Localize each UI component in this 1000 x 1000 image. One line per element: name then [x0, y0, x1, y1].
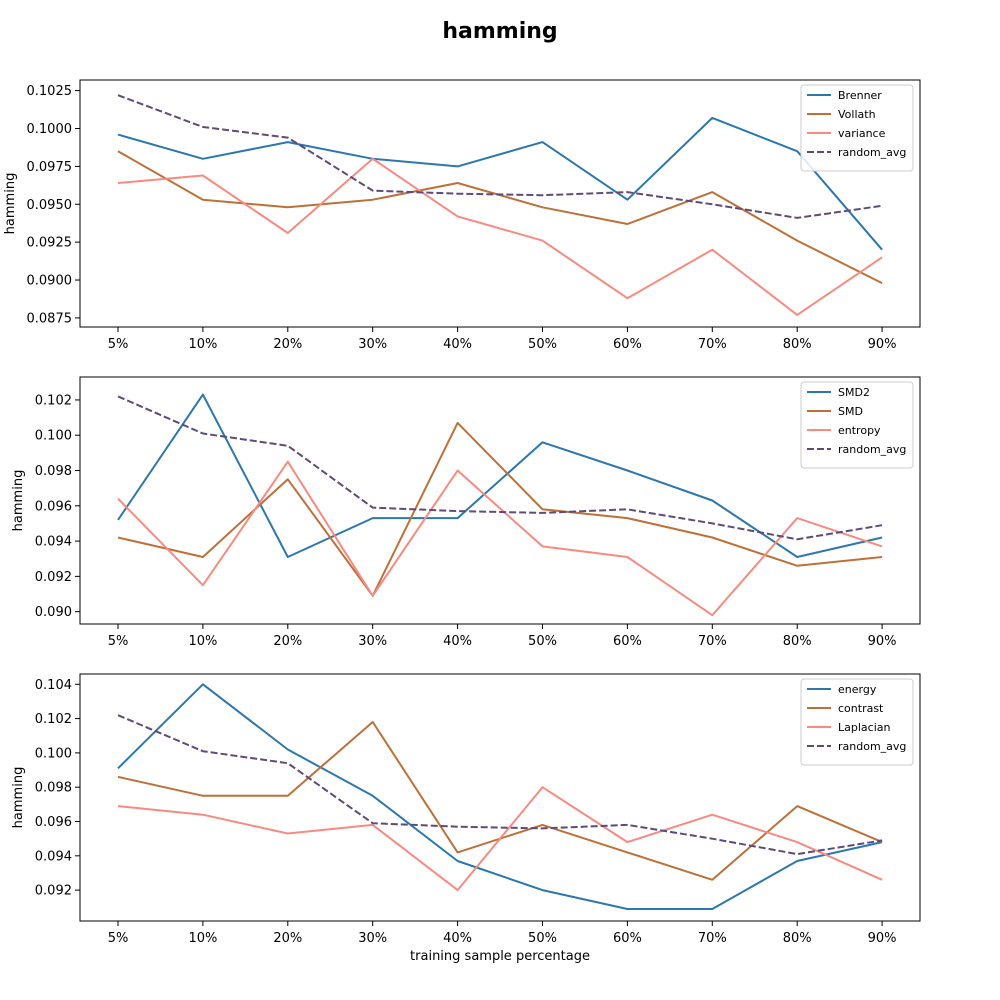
x-tick-label: 40%	[443, 931, 472, 946]
x-tick-label: 50%	[528, 931, 557, 946]
x-tick-label: 70%	[698, 337, 727, 352]
x-tick-label: 40%	[443, 634, 472, 649]
x-tick-label: 60%	[613, 337, 642, 352]
y-tick-label: 0.1025	[27, 84, 73, 99]
y-tick-label: 0.0875	[27, 311, 73, 326]
x-tick-label: 90%	[868, 931, 897, 946]
axes-frame	[79, 376, 921, 625]
x-tick-label: 60%	[613, 634, 642, 649]
legend: Brenner Vollath variance random_avg	[800, 84, 914, 172]
legend-label: contrast	[838, 702, 884, 715]
legend: energy contrast Laplacian random_avg	[800, 678, 914, 766]
y-tick-label: 0.098	[35, 781, 72, 796]
y-tick-label: 0.094	[35, 535, 72, 550]
series-line-random-avg	[117, 714, 883, 856]
x-tick-label: 60%	[613, 931, 642, 946]
x-tick-label: 20%	[273, 931, 302, 946]
subplot-1: 0.0875 0.0900 0.0925 0.0950 0.0975 0.1000 0.10…	[3, 79, 921, 352]
series-line-contrast	[117, 721, 883, 881]
legend-label: SMD	[838, 405, 863, 418]
x-tick-label: 80%	[783, 634, 812, 649]
legend-label: random_avg	[838, 443, 906, 456]
legend-label: Laplacian	[838, 721, 890, 734]
y-tick-label: 0.0975	[27, 160, 73, 175]
y-tick-label: 0.094	[35, 849, 72, 864]
subplot-2: 0.090 0.092 0.094 0.096 0.098 0.100 0.102 5% 10%…	[11, 376, 921, 649]
x-tick-label: 50%	[528, 337, 557, 352]
y-axis-label: hamming	[3, 173, 18, 235]
y-tick-label: 0.1000	[27, 122, 73, 137]
series-line-laplacian	[117, 786, 883, 892]
series-line-random-avg	[117, 94, 883, 219]
axes-frame	[79, 79, 921, 328]
x-axis-label: training sample percentage	[410, 949, 590, 964]
x-tick-label: 90%	[868, 634, 897, 649]
x-tick-label: 5%	[108, 337, 129, 352]
series-line-random-avg	[117, 395, 883, 541]
legend-label: variance	[838, 127, 886, 140]
legend-label: energy	[838, 683, 877, 696]
x-tick-label: 30%	[358, 931, 387, 946]
legend-label: Brenner	[838, 89, 882, 102]
x-tick-label: 70%	[698, 634, 727, 649]
y-tick-label: 0.096	[35, 815, 72, 830]
y-tick-label: 0.100	[35, 429, 72, 444]
x-tick-label: 30%	[358, 337, 387, 352]
x-tick-label: 20%	[273, 634, 302, 649]
y-tick-label: 0.102	[35, 712, 72, 727]
axes-frame	[79, 673, 921, 922]
legend-label: random_avg	[838, 740, 906, 753]
x-tick-label: 50%	[528, 634, 557, 649]
legend-label: SMD2	[838, 386, 870, 399]
series-line-smd2	[117, 393, 883, 558]
legend: SMD2 SMD entropy random_avg	[800, 381, 914, 469]
x-tick-label: 80%	[783, 931, 812, 946]
y-tick-label: 0.104	[35, 678, 72, 693]
legend-label: entropy	[838, 424, 881, 437]
y-tick-label: 0.092	[35, 570, 72, 585]
subplots: 0.0875 0.0900 0.0925 0.0950 0.0975 0.1000 0.10…	[3, 79, 921, 946]
y-tick-label: 0.0950	[27, 198, 73, 213]
y-axis-label: hamming	[11, 767, 26, 829]
legend-box	[800, 678, 914, 766]
x-tick-label: 40%	[443, 337, 472, 352]
y-tick-label: 0.0925	[27, 236, 73, 251]
y-tick-label: 0.102	[35, 393, 72, 408]
x-tick-label: 90%	[868, 337, 897, 352]
legend-label: random_avg	[838, 146, 906, 159]
y-tick-label: 0.098	[35, 464, 72, 479]
figure-title: hamming	[442, 19, 557, 44]
x-tick-label: 10%	[188, 337, 217, 352]
x-tick-label: 20%	[273, 337, 302, 352]
legend-label: Vollath	[838, 108, 876, 121]
subplot-3: 0.092 0.094 0.096 0.098 0.100 0.102 0.104 5% 10%…	[11, 673, 921, 946]
x-tick-label: 80%	[783, 337, 812, 352]
x-tick-label: 5%	[108, 931, 129, 946]
legend-box	[800, 381, 914, 469]
x-tick-label: 70%	[698, 931, 727, 946]
series-line-vollath	[117, 150, 883, 284]
series-line-smd	[117, 421, 883, 597]
x-tick-label: 10%	[188, 931, 217, 946]
series-line-variance	[117, 157, 883, 316]
y-axis-label: hamming	[11, 470, 26, 532]
series-line-brenner	[117, 116, 883, 251]
x-tick-label: 5%	[108, 634, 129, 649]
x-tick-label: 30%	[358, 634, 387, 649]
series-line-energy	[117, 683, 883, 910]
y-tick-label: 0.100	[35, 746, 72, 761]
series-line-entropy	[117, 460, 883, 617]
legend-box	[800, 84, 914, 172]
y-tick-label: 0.0900	[27, 274, 73, 289]
y-tick-label: 0.092	[35, 884, 72, 899]
x-tick-label: 10%	[188, 634, 217, 649]
y-tick-label: 0.090	[35, 605, 72, 620]
y-tick-label: 0.096	[35, 499, 72, 514]
